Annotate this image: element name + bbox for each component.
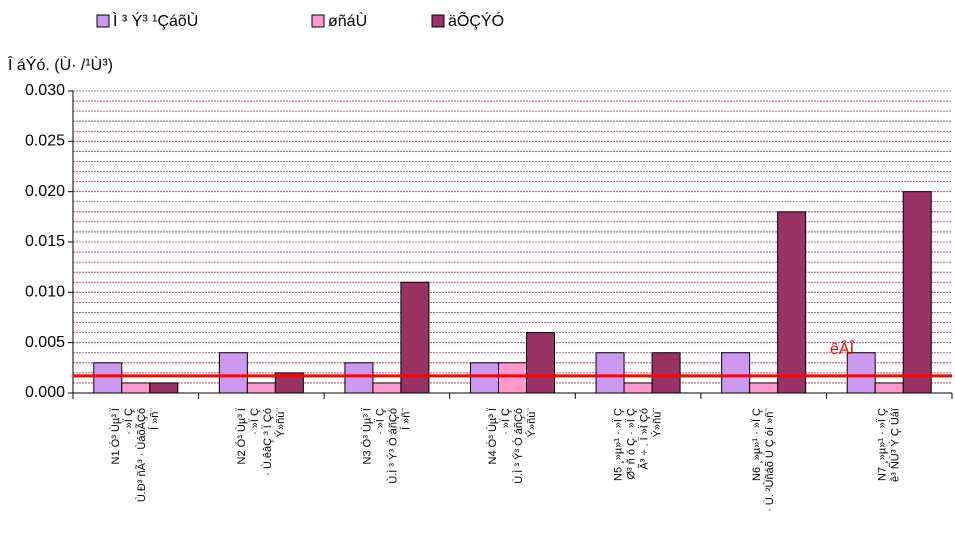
x-tick-label: Í »ñ¨ bbox=[148, 408, 161, 430]
y-tick-label: 0.020 bbox=[25, 183, 65, 200]
bar bbox=[470, 362, 499, 394]
x-tick-label: Í »ñ¨ bbox=[399, 408, 412, 430]
y-tick-label: 0.030 bbox=[25, 82, 65, 99]
bar bbox=[93, 362, 123, 394]
legend-label: Ì ³ Ý³ ¹ÇáõÙ bbox=[113, 11, 198, 30]
y-tick-label: 0.010 bbox=[25, 284, 65, 301]
legend-swatch bbox=[311, 14, 325, 28]
bar bbox=[246, 382, 276, 394]
x-tick-label: · »Ï Ç bbox=[374, 408, 386, 435]
x-tick-label: Ù.Ð³ ñÃ³ · ÙáõÃÇó bbox=[135, 408, 148, 502]
bar bbox=[651, 352, 681, 394]
bar bbox=[874, 382, 904, 394]
bar bbox=[344, 362, 374, 394]
x-tick-label: · Ù.êâÇ ³ Ï Çó bbox=[261, 408, 274, 476]
bar bbox=[526, 332, 555, 394]
bar bbox=[372, 382, 402, 394]
reference-label: êÂÎ bbox=[830, 339, 855, 358]
x-tick-label: N5 ¸»µ»¹ · »Ï Ç bbox=[612, 408, 624, 481]
bar bbox=[498, 362, 527, 394]
bar bbox=[777, 211, 807, 394]
x-tick-label: Ù.Ì ³ Ý³ Ó áñÇó bbox=[386, 408, 399, 484]
x-tick-label: N6 ¸»µ»¹ · »Ï Ç bbox=[751, 408, 763, 481]
y-tick-label: 0.025 bbox=[25, 133, 65, 150]
bar bbox=[595, 352, 625, 394]
x-tick-label: Ý»ñù¨ bbox=[274, 408, 287, 438]
x-tick-label: ê³ ÑÙ³ Ý Ç Ùáï bbox=[889, 407, 902, 482]
bar bbox=[721, 352, 751, 394]
bar bbox=[149, 382, 179, 394]
x-tick-label: Ý»ñù¨ bbox=[650, 408, 663, 438]
x-tick-label: · Ù. ²Ûñáõ Ù Ç óí »ñ¨ bbox=[763, 408, 776, 512]
x-tick-label: Ã³ ÷ . Ï »Ï Çó bbox=[637, 408, 650, 470]
y-tick-label: 0.005 bbox=[25, 334, 65, 351]
legend-label: äÕÇÝÓ bbox=[448, 10, 504, 30]
bar bbox=[274, 372, 304, 394]
bar bbox=[121, 382, 151, 394]
y-axis-label: Î áÝó. (Ù· /¹Ù³) bbox=[7, 55, 113, 74]
bar bbox=[846, 352, 876, 394]
x-tick-label: · »Ï Ç bbox=[123, 408, 135, 435]
legend-label: øñáÙ bbox=[328, 11, 367, 30]
x-tick-label: Ý»ñù¨ bbox=[525, 408, 538, 438]
x-tick-label: N7 ¸»µ»¹ · »Ï Ç bbox=[877, 408, 889, 481]
bar bbox=[218, 352, 248, 394]
x-tick-label: · »Ï Ç bbox=[500, 408, 512, 435]
y-tick-label: 0.015 bbox=[25, 233, 65, 250]
x-tick-label: N1 Ó³ Ùµ³ Ï bbox=[109, 407, 122, 464]
legend-swatch bbox=[431, 14, 445, 28]
bar bbox=[623, 382, 653, 394]
x-tick-label: N3 Ó³ Ùµ³ Ï bbox=[360, 407, 373, 464]
x-tick-label: Ù.Ì ³ Ý³ Ó áñÇó bbox=[512, 408, 525, 484]
y-tick-label: 0.000 bbox=[25, 384, 65, 401]
x-tick-label: Ø³ ñ ó Ç · »Ï Ç bbox=[625, 408, 637, 480]
x-tick-label: · »Ï Ç bbox=[249, 408, 261, 435]
x-tick-label: N4 Ó³ Ùµ³ Ï bbox=[486, 407, 499, 464]
x-tick-label: N2 Ó³ Ùµ³ Ï bbox=[235, 407, 248, 464]
bar bbox=[749, 382, 779, 394]
bar bbox=[902, 191, 932, 394]
legend-swatch bbox=[96, 14, 110, 28]
